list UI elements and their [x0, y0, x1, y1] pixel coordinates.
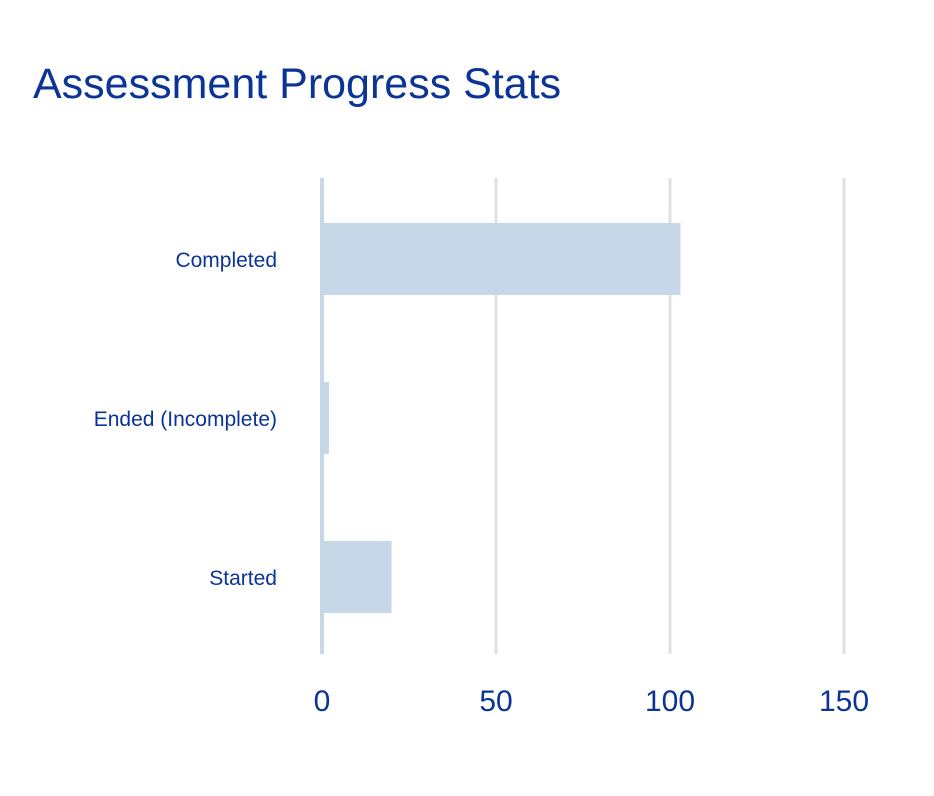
bars — [322, 223, 681, 613]
bar-ended-incomplete — [322, 382, 329, 454]
chart-title: Assessment Progress Stats — [33, 60, 562, 108]
x-tick-label: 100 — [645, 685, 695, 718]
bar-completed — [322, 223, 681, 295]
category-label: Ended (Incomplete) — [94, 408, 277, 431]
x-tick-label: 0 — [314, 685, 331, 718]
bar-started — [322, 541, 392, 613]
x-tick-labels: 0 50 100 150 — [314, 685, 869, 718]
x-tick-label: 150 — [819, 685, 869, 718]
category-label: Started — [209, 567, 277, 590]
x-tick-label: 50 — [479, 685, 512, 718]
category-labels: Completed Ended (Incomplete) Started — [94, 249, 277, 590]
category-label: Completed — [175, 249, 277, 272]
